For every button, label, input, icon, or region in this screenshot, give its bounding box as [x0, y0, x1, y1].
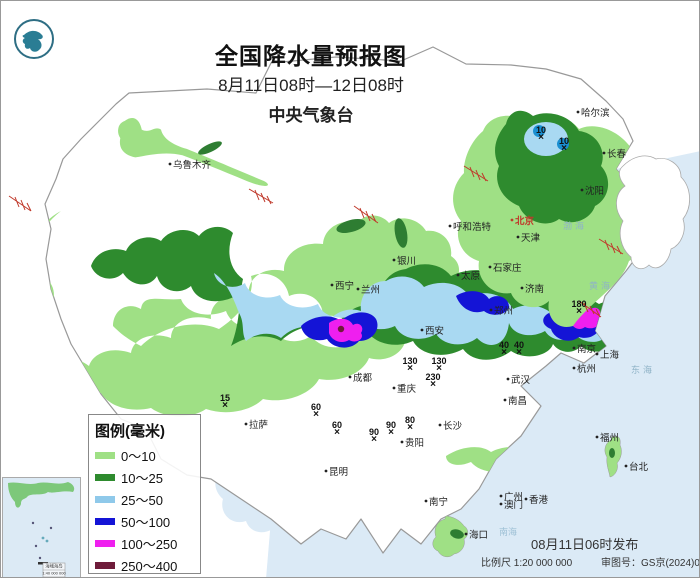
svg-text:×: ×	[516, 347, 522, 358]
svg-text:×: ×	[576, 306, 582, 317]
svg-text:×: ×	[407, 422, 413, 433]
svg-text:×: ×	[222, 400, 228, 411]
svg-text:福州: 福州	[600, 432, 619, 444]
svg-text:黄海: 黄海	[589, 280, 613, 291]
svg-text:西安: 西安	[425, 325, 444, 337]
svg-text:乌鲁木齐: 乌鲁木齐	[173, 159, 212, 171]
svg-text:天津: 天津	[521, 233, 541, 244]
svg-text:台北: 台北	[629, 461, 649, 473]
svg-text:济南: 济南	[525, 283, 544, 295]
svg-text:拉萨: 拉萨	[249, 419, 269, 431]
svg-text:南京: 南京	[577, 343, 596, 355]
svg-text:香港: 香港	[529, 494, 549, 506]
svg-text:哈尔滨: 哈尔滨	[581, 107, 610, 119]
svg-text:08月11日06时发布: 08月11日06时发布	[531, 537, 638, 552]
svg-text:兰州: 兰州	[361, 284, 380, 296]
svg-text:沈阳: 沈阳	[585, 185, 604, 197]
svg-text:北京: 北京	[515, 215, 535, 227]
svg-text:重庆: 重庆	[397, 383, 417, 395]
svg-text:×: ×	[561, 143, 567, 154]
svg-text:昆明: 昆明	[329, 467, 348, 478]
svg-text:长沙: 长沙	[443, 420, 463, 432]
svg-text:比例尺 1:20 000 000: 比例尺 1:20 000 000	[481, 556, 573, 569]
svg-text:×: ×	[430, 379, 436, 390]
svg-text:太原: 太原	[461, 270, 480, 282]
svg-text:×: ×	[538, 132, 544, 143]
svg-text:×: ×	[371, 434, 377, 445]
svg-text:杭州: 杭州	[577, 363, 596, 375]
svg-text:东海: 东海	[631, 364, 655, 375]
svg-text:南宁: 南宁	[429, 496, 448, 508]
svg-text:×: ×	[407, 363, 413, 374]
svg-text:海口: 海口	[469, 529, 488, 541]
svg-text:南昌: 南昌	[508, 395, 527, 407]
svg-text:澳门: 澳门	[504, 499, 523, 511]
svg-text:西宁: 西宁	[335, 280, 354, 292]
svg-text:石家庄: 石家庄	[493, 262, 522, 274]
svg-text:1:40 000 000: 1:40 000 000	[42, 571, 66, 576]
svg-text:银川: 银川	[397, 255, 416, 267]
svg-text:长春: 长春	[607, 148, 627, 160]
svg-text:上海: 上海	[600, 349, 620, 361]
svg-text:×: ×	[313, 409, 319, 420]
svg-text:海域海岛: 海域海岛	[45, 563, 62, 570]
svg-text:贵阳: 贵阳	[405, 437, 424, 449]
svg-text:×: ×	[334, 427, 340, 438]
svg-text:武汉: 武汉	[511, 374, 531, 386]
svg-text:渤海: 渤海	[563, 220, 587, 231]
svg-text:×: ×	[501, 347, 507, 358]
svg-text:郑州: 郑州	[494, 305, 513, 317]
svg-text:成都: 成都	[353, 372, 373, 384]
svg-text:审图号：GS京(2024)0236号: 审图号：GS京(2024)0236号	[601, 556, 699, 569]
svg-text:南海: 南海	[499, 526, 517, 537]
svg-text:呼和浩特: 呼和浩特	[453, 221, 492, 233]
svg-text:×: ×	[388, 427, 394, 438]
